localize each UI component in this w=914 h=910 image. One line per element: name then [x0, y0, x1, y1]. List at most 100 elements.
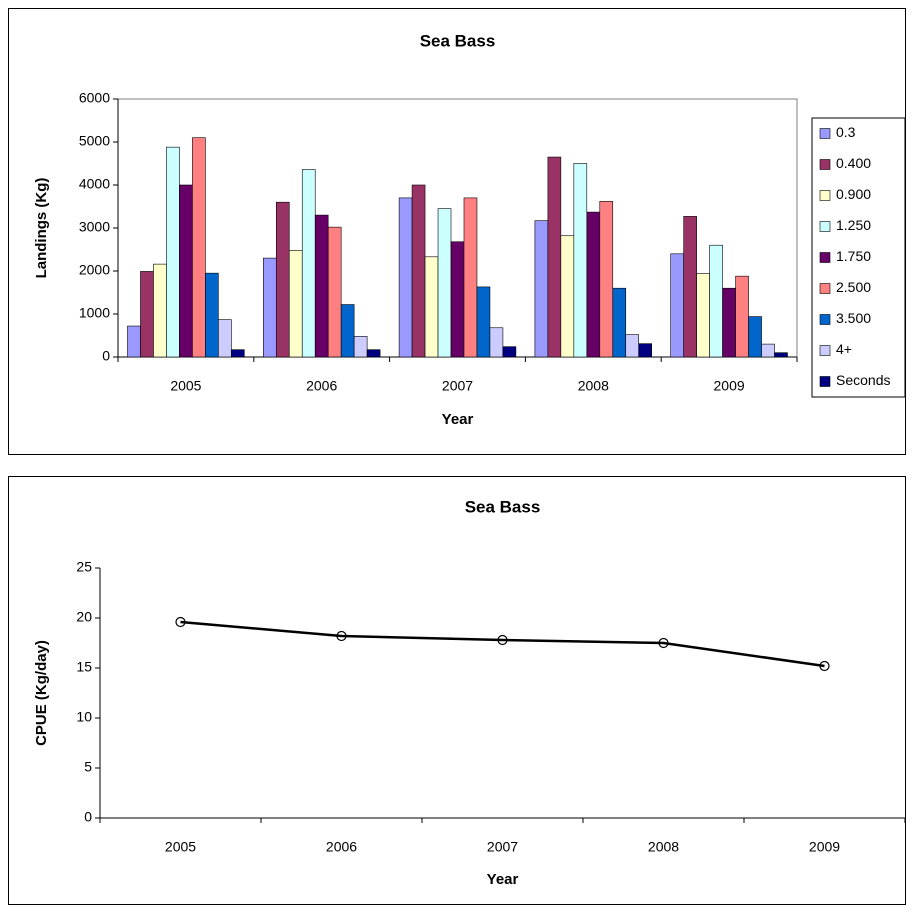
marker: [336, 630, 347, 642]
x-tick-label: 2008: [578, 378, 609, 394]
bar: [340, 304, 355, 358]
bar: [586, 211, 601, 358]
bar: [437, 208, 452, 358]
y-axis-title: CPUE (Kg/day): [33, 640, 50, 746]
y-tick-label: 20: [76, 609, 92, 625]
y-tick-label: 0: [102, 348, 110, 364]
bar: [263, 257, 277, 358]
y-tick-label: 0: [84, 809, 92, 825]
bar: [722, 287, 736, 358]
x-tick-label: 2009: [809, 839, 840, 855]
bar: [476, 286, 491, 358]
bar: [127, 325, 141, 358]
bar: [327, 226, 342, 358]
bar: [489, 327, 504, 358]
marker: [497, 634, 508, 646]
bar: [288, 250, 303, 358]
bar: [218, 319, 232, 358]
legend-swatch: [819, 376, 831, 387]
chart-title: Sea Bass: [420, 31, 496, 50]
y-tick-label: 2000: [79, 262, 110, 278]
y-tick-label: 5: [84, 759, 92, 775]
bar: [502, 346, 517, 358]
legend-swatch: [819, 221, 831, 232]
bar: [301, 169, 316, 358]
bar: [638, 343, 652, 358]
chart-title: Sea Bass: [465, 497, 541, 516]
marker: [175, 616, 186, 628]
bar: [153, 263, 167, 358]
bar: [140, 271, 154, 358]
y-tick-label: 15: [76, 659, 92, 675]
marker: [658, 637, 669, 649]
legend-label: 0.400: [836, 155, 871, 171]
bar: [560, 235, 575, 358]
x-tick-label: 2008: [648, 839, 679, 855]
chart-frame: [8, 8, 906, 455]
y-tick-label: 25: [76, 559, 92, 575]
x-tick-label: 2006: [306, 378, 337, 394]
legend-label: 2.500: [836, 279, 871, 295]
bar: [735, 275, 749, 358]
y-tick-label: 6000: [79, 90, 110, 106]
bar: [534, 220, 549, 358]
legend-swatch: [819, 252, 831, 263]
y-axis-title: Landings (Kg): [33, 178, 50, 279]
bar: [450, 241, 465, 358]
bar: [748, 316, 762, 358]
bar: [205, 272, 219, 358]
chart-frame: [8, 476, 906, 905]
bar: [231, 349, 245, 358]
legend-label: 0.3: [836, 124, 856, 140]
bar: [411, 184, 426, 358]
legend-swatch: [819, 159, 831, 170]
bar: [774, 352, 788, 358]
y-tick-label: 5000: [79, 133, 110, 149]
bar: [314, 214, 329, 358]
x-tick-label: 2007: [487, 839, 518, 855]
bar: [424, 256, 439, 358]
legend-label: 3.500: [836, 310, 871, 326]
legend-label: 4+: [836, 341, 852, 357]
marker: [819, 660, 830, 672]
x-tick-label: 2006: [326, 839, 357, 855]
x-axis-title: Year: [442, 411, 474, 428]
legend-swatch: [819, 128, 831, 139]
bar: [612, 287, 627, 358]
line: [180, 620, 825, 668]
legend-swatch: [819, 283, 831, 294]
bar: [573, 163, 588, 358]
bar: [275, 201, 290, 358]
bar: [192, 137, 206, 358]
x-tick-label: 2005: [165, 839, 196, 855]
bar: [463, 197, 478, 358]
x-axis-title: Year: [487, 871, 519, 888]
legend-label: Seconds: [836, 372, 890, 388]
bar: [625, 334, 640, 358]
y-tick-label: 1000: [79, 305, 110, 321]
legend-swatch: [819, 190, 831, 201]
legend-swatch: [819, 345, 831, 356]
legend-swatch: [819, 314, 831, 325]
bar: [696, 273, 710, 358]
bar: [366, 349, 381, 358]
bar: [709, 244, 723, 358]
bar: [547, 156, 562, 358]
bar: [670, 253, 684, 358]
bar: [353, 336, 368, 358]
x-tick-label: 2005: [170, 378, 201, 394]
x-tick-label: 2007: [442, 378, 473, 394]
x-tick-label: 2009: [714, 378, 745, 394]
legend-label: 1.750: [836, 248, 871, 264]
y-tick-label: 10: [76, 709, 92, 725]
bar: [761, 343, 775, 358]
legend-label: 1.250: [836, 217, 871, 233]
y-tick-label: 4000: [79, 176, 110, 192]
bar: [179, 184, 193, 358]
bar: [398, 197, 413, 358]
y-tick-label: 3000: [79, 219, 110, 235]
legend-label: 0.900: [836, 186, 871, 202]
bar: [599, 201, 614, 358]
bar: [683, 216, 697, 358]
